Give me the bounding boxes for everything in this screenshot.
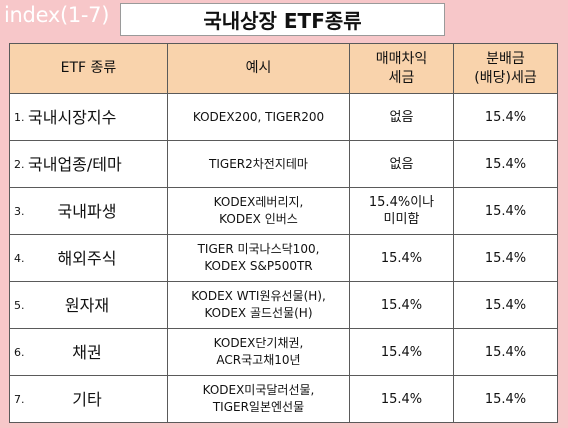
- example-cell: KODEX미국달러선물, TIGER일본엔선물: [167, 375, 350, 423]
- example-cell: KODEX레버리지, KODEX 인버스: [167, 187, 350, 235]
- col-header-dividend-tax: 분배금 (배당)세금: [453, 43, 558, 94]
- table-row: 2. 국내업종/테마 TIGER2차전지테마 없음 15.4%: [9, 140, 558, 188]
- trade-tax-cell: 없음: [349, 93, 454, 141]
- etf-category-cell: 1. 국내시장지수: [9, 93, 168, 141]
- row-number: 2.: [14, 158, 25, 171]
- table-row: 5. 원자재 KODEX WTI원유선물(H), KODEX 골드선물(H) 15.4…: [9, 281, 558, 329]
- row-number: 1.: [14, 111, 25, 124]
- dividend-tax-cell: 15.4%: [453, 93, 558, 141]
- dividend-tax-cell: 15.4%: [453, 187, 558, 235]
- trade-tax-cell: 15.4%: [349, 281, 454, 329]
- etf-category-name: 국내파생: [57, 202, 117, 221]
- trade-tax-cell: 15.4%이나 미미함: [349, 187, 454, 235]
- example-cell: KODEX WTI원유선물(H), KODEX 골드선물(H): [167, 281, 350, 329]
- row-number: 4.: [14, 252, 25, 265]
- trade-tax-cell: 15.4%: [349, 375, 454, 423]
- table-header-row: ETF 종류 예시 매매차익 세금 분배금 (배당)세금: [9, 43, 558, 94]
- etf-category-cell: 4. 해외주식: [9, 234, 168, 282]
- trade-tax-cell: 15.4%: [349, 234, 454, 282]
- table-row: 1. 국내시장지수 KODEX200, TIGER200 없음 15.4%: [9, 93, 558, 141]
- table-row: 6. 채권 KODEX단기채권, ACR국고채10년 15.4% 15.4%: [9, 328, 558, 376]
- example-cell: KODEX200, TIGER200: [167, 93, 350, 141]
- etf-category-cell: 6. 채권: [9, 328, 168, 376]
- row-number: 3.: [14, 205, 25, 218]
- trade-tax-cell: 15.4%: [349, 328, 454, 376]
- col-header-etf-type: ETF 종류: [9, 43, 168, 94]
- etf-category-name: 국내업종/테마: [28, 155, 122, 174]
- etf-category-name: 채권: [72, 343, 102, 362]
- col-header-example: 예시: [167, 43, 350, 94]
- etf-category-name: 원자재: [64, 296, 110, 315]
- dividend-tax-cell: 15.4%: [453, 281, 558, 329]
- table-row: 3. 국내파생 KODEX레버리지, KODEX 인버스 15.4%이나 미미함 15.…: [9, 187, 558, 235]
- col-header-trade-tax: 매매차익 세금: [349, 43, 454, 94]
- etf-category-name: 해외주식: [57, 249, 117, 268]
- row-number: 7.: [14, 393, 25, 406]
- table-row: 4. 해외주식 TIGER 미국나스닥100, KODEX S&P500TR 15.4…: [9, 234, 558, 282]
- example-cell: TIGER 미국나스닥100, KODEX S&P500TR: [167, 234, 350, 282]
- example-cell: KODEX단기채권, ACR국고채10년: [167, 328, 350, 376]
- page-title: 국내상장 ETF종류: [120, 3, 445, 36]
- dividend-tax-cell: 15.4%: [453, 234, 558, 282]
- row-number: 6.: [14, 346, 25, 359]
- dividend-tax-cell: 15.4%: [453, 375, 558, 423]
- etf-category-cell: 3. 국내파생: [9, 187, 168, 235]
- example-cell: TIGER2차전지테마: [167, 140, 350, 188]
- dividend-tax-cell: 15.4%: [453, 328, 558, 376]
- table-row: 7. 기타 KODEX미국달러선물, TIGER일본엔선물 15.4% 15.4%: [9, 375, 558, 423]
- etf-table: ETF 종류 예시 매매차익 세금 분배금 (배당)세금 1. 국내시장지수 KOD…: [9, 43, 558, 423]
- row-number: 5.: [14, 299, 25, 312]
- index-label: index(1-7): [4, 3, 110, 27]
- etf-category-cell: 7. 기타: [9, 375, 168, 423]
- etf-category-cell: 5. 원자재: [9, 281, 168, 329]
- etf-category-cell: 2. 국내업종/테마: [9, 140, 168, 188]
- etf-category-name: 국내시장지수: [28, 108, 117, 127]
- dividend-tax-cell: 15.4%: [453, 140, 558, 188]
- trade-tax-cell: 없음: [349, 140, 454, 188]
- etf-category-name: 기타: [72, 390, 102, 409]
